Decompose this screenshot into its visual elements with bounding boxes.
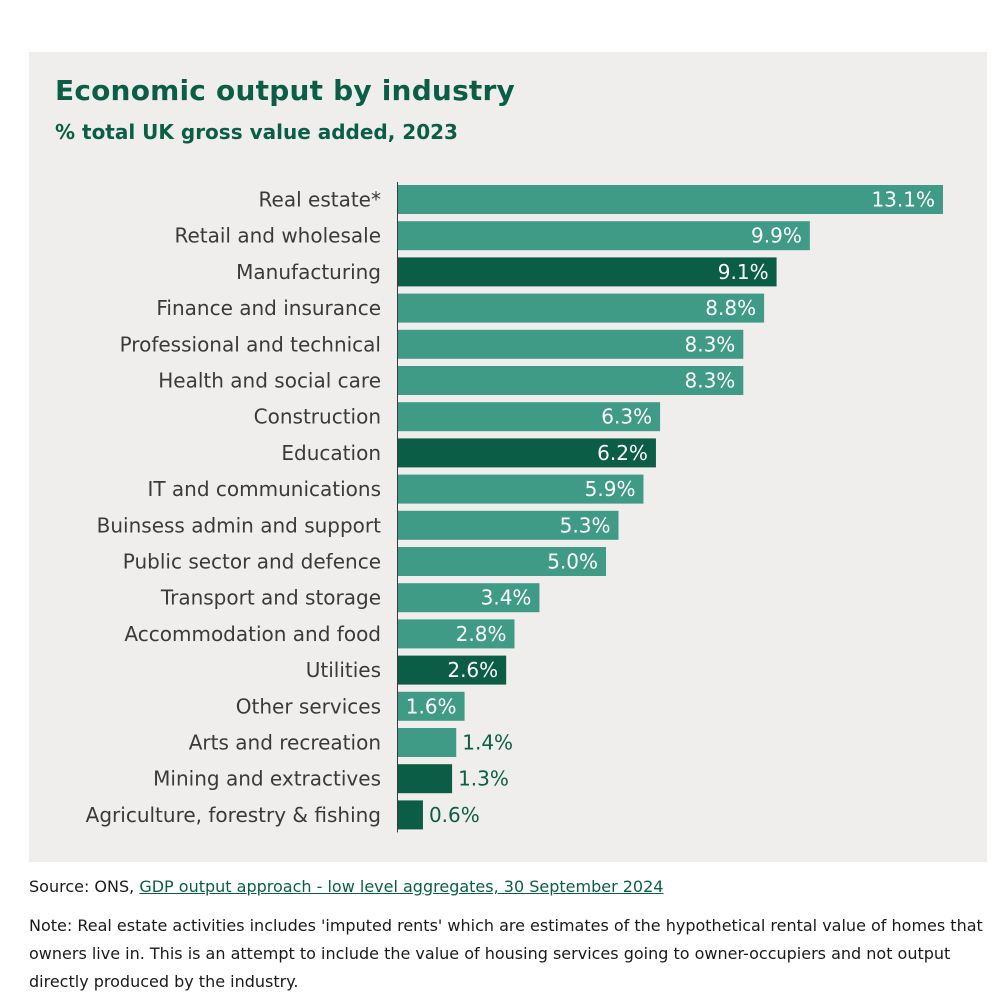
category-label-manufacturing: Manufacturing xyxy=(236,260,381,284)
source-link[interactable]: GDP output approach - low level aggregat… xyxy=(139,877,664,896)
value-label-arts-and-recreation: 1.4% xyxy=(462,731,513,755)
value-label-utilities: 2.6% xyxy=(447,658,498,682)
category-label-agriculture-forestry-fishing: Agriculture, forestry & fishing xyxy=(86,803,381,827)
value-label-retail-and-wholesale: 9.9% xyxy=(751,224,802,248)
bar-agriculture-forestry-fishing xyxy=(398,800,423,830)
bar-utilities xyxy=(398,655,507,685)
category-label-other-services: Other services xyxy=(236,694,381,718)
category-label-public-sector-and-defence: Public sector and defence xyxy=(123,550,381,574)
category-label-health-and-social-care: Health and social care xyxy=(158,369,381,393)
value-label-manufacturing: 9.1% xyxy=(718,260,769,284)
category-label-arts-and-recreation: Arts and recreation xyxy=(189,731,381,755)
category-label-accommodation-and-food: Accommodation and food xyxy=(124,622,381,646)
bar-manufacturing xyxy=(398,257,777,287)
value-label-transport-and-storage: 3.4% xyxy=(481,586,532,610)
bar-real-estate xyxy=(398,185,943,214)
category-label-transport-and-storage: Transport and storage xyxy=(160,586,381,610)
category-label-retail-and-wholesale: Retail and wholesale xyxy=(174,224,381,248)
value-label-real-estate: 13.1% xyxy=(871,188,935,212)
bar-education xyxy=(398,438,656,468)
bar-health-and-social-care xyxy=(398,366,744,395)
category-label-mining-and-extractives: Mining and extractives xyxy=(153,767,381,791)
category-label-real-estate: Real estate* xyxy=(259,188,381,212)
bar-finance-and-insurance xyxy=(398,293,765,323)
chart-subtitle: % total UK gross value added, 2023 xyxy=(55,120,458,144)
category-label-professional-and-technical: Professional and technical xyxy=(120,332,381,356)
value-label-health-and-social-care: 8.3% xyxy=(684,369,735,393)
bar-accommodation-and-food xyxy=(398,619,515,649)
value-label-agriculture-forestry-fishing: 0.6% xyxy=(429,803,480,827)
value-label-accommodation-and-food: 2.8% xyxy=(456,622,507,646)
bar-arts-and-recreation xyxy=(398,728,457,757)
value-label-other-services: 1.6% xyxy=(406,694,457,718)
bar-it-and-communications xyxy=(398,474,644,504)
bar-other-services xyxy=(398,691,465,721)
value-label-construction: 6.3% xyxy=(601,405,652,429)
value-label-mining-and-extractives: 1.3% xyxy=(458,767,509,791)
category-label-construction: Construction xyxy=(254,405,381,429)
category-label-finance-and-insurance: Finance and insurance xyxy=(156,296,381,320)
bar-transport-and-storage xyxy=(398,583,540,613)
value-label-it-and-communications: 5.9% xyxy=(585,477,636,501)
category-label-education: Education xyxy=(281,441,381,465)
value-label-finance-and-insurance: 8.8% xyxy=(705,296,756,320)
category-label-utilities: Utilities xyxy=(306,658,381,682)
value-label-buinsess-admin-and-support: 5.3% xyxy=(560,513,611,537)
chart-title: Economic output by industry xyxy=(55,74,515,107)
bar-retail-and-wholesale xyxy=(398,221,810,251)
bar-public-sector-and-defence xyxy=(398,547,607,576)
value-label-public-sector-and-defence: 5.0% xyxy=(547,550,598,574)
bar-mining-and-extractives xyxy=(398,764,453,794)
bar-buinsess-admin-and-support xyxy=(398,510,619,540)
value-label-professional-and-technical: 8.3% xyxy=(684,332,735,356)
bar-construction xyxy=(398,402,661,432)
bar-professional-and-technical xyxy=(398,329,744,359)
footnote: Note: Real estate activities includes 'i… xyxy=(29,916,983,991)
value-label-education: 6.2% xyxy=(597,441,648,465)
category-label-it-and-communications: IT and communications xyxy=(147,477,381,501)
source-prefix: Source: ONS, xyxy=(29,877,140,896)
source-line: Source: ONS, GDP output approach - low l… xyxy=(29,877,663,896)
category-label-buinsess-admin-and-support: Buinsess admin and support xyxy=(97,513,382,537)
